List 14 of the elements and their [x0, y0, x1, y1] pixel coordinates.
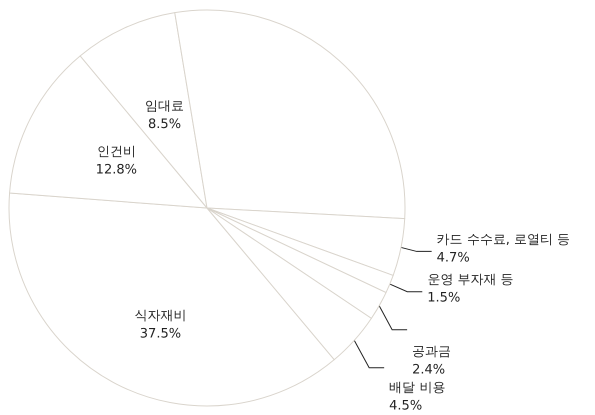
- data-label: 1.5%: [427, 290, 460, 306]
- data-label: 8.5%: [148, 116, 182, 132]
- slice-label: 운영 부자재 등: [427, 272, 514, 288]
- data-label: 12.8%: [96, 162, 137, 178]
- data-label: 4.7%: [436, 250, 470, 266]
- slice-label: 식자재비: [134, 308, 186, 324]
- slice-label: 배달 비용: [389, 380, 446, 396]
- slice-label: 카드 수수료, 로열티 등: [436, 232, 570, 248]
- data-label: 4.5%: [389, 398, 422, 414]
- slice-label: 임대료: [145, 98, 184, 114]
- data-label: 2.4%: [412, 362, 446, 378]
- slice-label: 인건비: [96, 144, 136, 160]
- slice-label: 공과금: [412, 344, 452, 360]
- data-label: 37.5%: [140, 326, 182, 342]
